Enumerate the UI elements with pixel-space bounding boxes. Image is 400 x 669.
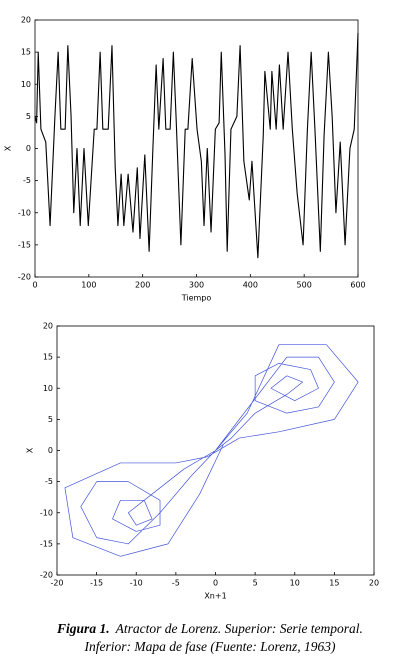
y-tick-label: 5 bbox=[48, 415, 53, 424]
series-line bbox=[34, 32, 359, 259]
y-tick-label: 10 bbox=[21, 80, 31, 89]
y-tick-label: 20 bbox=[21, 16, 31, 25]
caption-line: Figura 1. Atractor de Lorenz. Superior: S… bbox=[56, 621, 363, 636]
x-tick-label: -10 bbox=[130, 579, 143, 588]
caption-label: Figura 1. bbox=[56, 621, 110, 636]
x-tick-label: 5 bbox=[253, 579, 258, 588]
caption-text: Inferior: Mapa de fase (Fuente: Lorenz, … bbox=[83, 639, 336, 654]
y-tick-label: -15 bbox=[40, 539, 53, 548]
x-tick-label: 300 bbox=[189, 281, 204, 290]
y-tick-label: -10 bbox=[40, 508, 53, 517]
x-tick-label: 20 bbox=[369, 579, 379, 588]
y-tick-label: -5 bbox=[45, 477, 53, 486]
y-tick-label: 15 bbox=[21, 48, 31, 57]
x-tick-label: 200 bbox=[135, 281, 150, 290]
y-axis-label: X bbox=[26, 447, 35, 453]
x-tick-label: 600 bbox=[350, 281, 365, 290]
y-axis-label: X bbox=[4, 145, 13, 151]
x-tick-label: 100 bbox=[81, 281, 96, 290]
y-tick-label: -5 bbox=[23, 176, 31, 185]
x-tick-label: 500 bbox=[297, 281, 312, 290]
x-tick-label: 15 bbox=[329, 579, 339, 588]
y-tick-label: -10 bbox=[18, 208, 31, 217]
y-tick-label: 0 bbox=[26, 144, 31, 153]
y-tick-label: -15 bbox=[18, 240, 31, 249]
y-tick-label: -20 bbox=[40, 571, 53, 580]
x-tick-label: 0 bbox=[213, 579, 218, 588]
y-tick-label: 15 bbox=[43, 353, 53, 362]
y-tick-label: 10 bbox=[43, 384, 53, 393]
x-tick-label: 400 bbox=[243, 281, 258, 290]
x-tick-label: 10 bbox=[290, 579, 300, 588]
x-axis-label: Tiempo bbox=[181, 294, 212, 303]
caption-text: Atractor de Lorenz. Superior: Serie temp… bbox=[115, 621, 363, 636]
x-tick-label: -20 bbox=[50, 579, 63, 588]
y-tick-label: -20 bbox=[18, 273, 31, 282]
x-tick-label: 0 bbox=[32, 281, 37, 290]
x-tick-label: -15 bbox=[90, 579, 103, 588]
y-tick-label: 5 bbox=[26, 112, 31, 121]
x-tick-label: -5 bbox=[172, 579, 180, 588]
x-axis-label: Xn+1 bbox=[204, 592, 226, 601]
y-tick-label: 0 bbox=[48, 446, 53, 455]
series-line bbox=[64, 344, 359, 557]
y-tick-label: 20 bbox=[43, 322, 53, 331]
